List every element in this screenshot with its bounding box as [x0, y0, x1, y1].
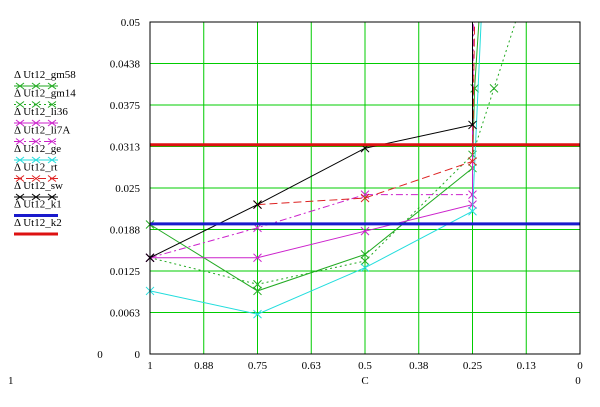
series-ut12-gm14-point: [489, 84, 499, 93]
legend-swatch: [14, 193, 58, 201]
legend: Δ Ut12_gm58 Δ Ut12_gm14 Δ Ut12_li36 Δ Ut12_…: [14, 69, 76, 236]
series-ut12-rt-line: [257, 21, 476, 206]
legend-label: Δ Ut12_sw: [14, 180, 63, 192]
legend-label: Δ Ut12_li7A: [14, 125, 70, 137]
x-max-label: 0: [575, 375, 581, 387]
series-ut12-gm14-point: [253, 279, 262, 289]
series-ut12-ge-point: [253, 309, 262, 319]
series-ut12-rt-point: [360, 193, 370, 203]
y-tick-label: 0.05: [121, 17, 141, 29]
legend-swatch: [14, 156, 58, 164]
legend-label: Δ Ut12_gm58: [14, 69, 76, 81]
series-ut12-gm58-line: [149, 21, 480, 292]
y-tick-label: 0.0188: [110, 225, 141, 237]
legend-swatch: [14, 119, 58, 127]
y-tick-label: 0.0063: [110, 308, 141, 320]
x-tick-label: 0.13: [517, 360, 537, 372]
y-tick-label: 0.0125: [110, 266, 141, 278]
y-min-label: 0: [97, 349, 103, 361]
legend-label: Δ Ut12_gm14: [14, 88, 76, 100]
series-group: [145, 21, 580, 319]
x-tick-label: 0: [577, 360, 583, 372]
tick-labels: 0 0.0063 0.0125 0.0188 0.025 0.0313 0.0375 0.04…: [8, 17, 583, 387]
series-ut12-rt-point: [468, 157, 477, 166]
x-tick-label: 0.75: [248, 360, 268, 372]
legend-label: Δ Ut12_k2: [14, 217, 62, 229]
series-ut12-li36-point: [253, 253, 262, 263]
legend-swatch: [14, 82, 58, 90]
x-tick-label: 1: [147, 360, 153, 372]
legend-label: Δ Ut12_k1: [14, 199, 62, 211]
series-ut12-li36-point: [360, 226, 370, 236]
x-min-label: 1: [8, 375, 14, 387]
y-tick-label: 0.0438: [110, 59, 141, 71]
series-ut12-sw-point: [468, 120, 477, 130]
legend-swatch: [14, 138, 58, 145]
grid: [149, 21, 581, 355]
y-tick-label: 0: [135, 349, 141, 361]
series-ut12-ge-point: [360, 263, 370, 273]
series-ut12-gm14-point: [360, 256, 370, 266]
series-ut12-sw-point: [253, 200, 262, 209]
series-ut12-li7a-point: [468, 190, 477, 199]
y-tick-label: 0.0375: [110, 100, 141, 112]
series-ut12-gm58-point: [360, 250, 370, 259]
series-ut12-gm58-point: [470, 84, 480, 93]
series-ut12-gm14-line: [149, 21, 516, 285]
x-tick-label: 0.88: [194, 360, 214, 372]
series-ut12-ge-point: [468, 206, 477, 216]
legend-label: Δ Ut12_rt: [14, 162, 57, 174]
plot-frame: [149, 21, 581, 355]
legend-swatch: [14, 101, 58, 108]
x-axis-label: C: [361, 375, 368, 387]
series-ut12-gm58-point: [253, 286, 262, 296]
y-tick-label: 0.025: [115, 183, 140, 195]
y-tick-label: 0.0313: [110, 142, 141, 154]
x-tick-label: 0.5: [358, 360, 372, 372]
x-tick-label: 0.63: [302, 360, 322, 372]
legend-swatch: [14, 175, 58, 182]
legend-label: Δ Ut12_li36: [14, 106, 68, 118]
x-tick-label: 0.25: [463, 360, 483, 372]
x-tick-label: 0.38: [409, 360, 429, 372]
legend-label: Δ Ut12_ge: [14, 143, 61, 155]
